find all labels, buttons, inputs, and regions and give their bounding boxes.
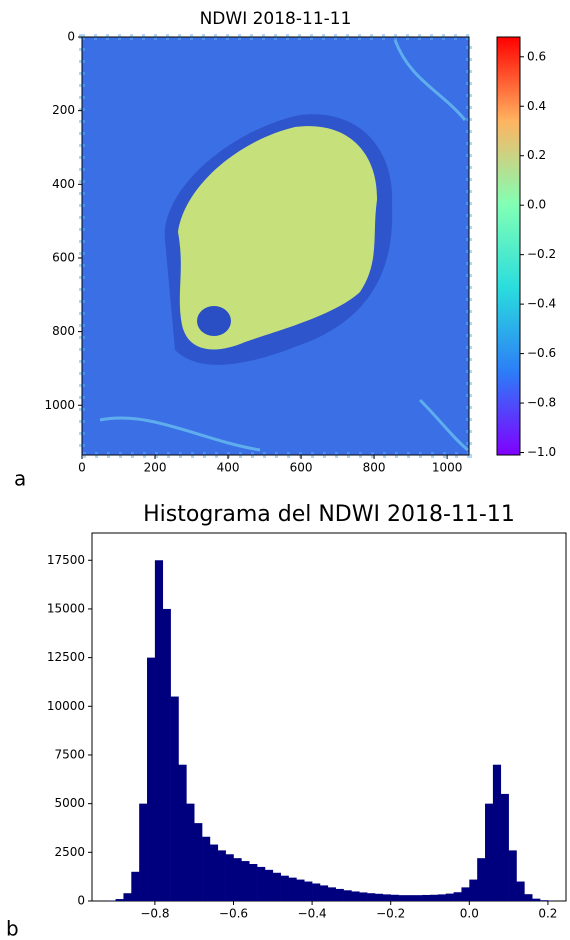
y-tick-label: 15000 bbox=[47, 601, 85, 615]
histogram-bar bbox=[359, 892, 367, 901]
histogram-bar bbox=[210, 845, 218, 901]
histogram-bar bbox=[273, 873, 281, 901]
histogram-bar bbox=[304, 882, 312, 901]
x-tick-label: 200 bbox=[144, 461, 167, 475]
histogram-bar bbox=[414, 895, 422, 901]
chart-title: NDWI 2018-11-11 bbox=[200, 9, 352, 29]
y-tick-label: 7500 bbox=[54, 747, 85, 761]
histogram-bar bbox=[501, 794, 509, 901]
histogram-bar bbox=[524, 894, 532, 901]
histogram-bar bbox=[178, 765, 186, 901]
histogram-bar bbox=[399, 895, 407, 901]
y-tick-label: 400 bbox=[52, 177, 75, 191]
histogram-bar bbox=[493, 765, 501, 901]
ndwi-image bbox=[82, 37, 520, 455]
histogram-bar bbox=[446, 894, 454, 901]
chart-title: Histograma del NDWI 2018-11-11 bbox=[143, 502, 515, 527]
histogram-bar bbox=[116, 899, 124, 901]
colorbar-tick-label: −0.4 bbox=[527, 297, 556, 311]
x-tick-label: −0.8 bbox=[140, 907, 169, 921]
y-tick-label: 10000 bbox=[47, 699, 85, 713]
colorbar-tick-label: −0.6 bbox=[527, 346, 556, 360]
colorbar-tick-label: −1.0 bbox=[527, 445, 556, 459]
histogram-bar bbox=[233, 858, 241, 901]
histogram-bar bbox=[312, 883, 320, 901]
x-tick-label: 800 bbox=[363, 461, 386, 475]
histogram-bar bbox=[139, 804, 147, 901]
histogram-bar bbox=[461, 887, 469, 901]
panel-label: b bbox=[6, 917, 19, 940]
histogram-bar bbox=[454, 892, 462, 901]
histogram-bar bbox=[171, 697, 179, 901]
colorbar-tick-label: −0.8 bbox=[527, 396, 556, 410]
histogram-bar bbox=[147, 658, 155, 901]
histogram-bar bbox=[375, 894, 383, 901]
x-tick-label: 0.0 bbox=[460, 907, 479, 921]
colorbar-tick-label: 0.0 bbox=[527, 198, 546, 212]
histogram-bar bbox=[344, 890, 352, 901]
colorbar-tick-label: 0.6 bbox=[527, 49, 546, 63]
colorbar-tick-label: 0.4 bbox=[527, 99, 546, 113]
histogram-bar bbox=[532, 899, 540, 901]
histogram-bar bbox=[249, 864, 257, 901]
histogram-bar bbox=[351, 891, 359, 901]
figure: 0200400600800100002004006008001000NDWI 2… bbox=[0, 0, 570, 940]
x-tick-label: −0.2 bbox=[376, 907, 405, 921]
histogram-bar bbox=[257, 867, 265, 901]
colorbar-tick-label: 0.2 bbox=[527, 148, 546, 162]
y-tick-label: 600 bbox=[52, 250, 75, 264]
histogram-bar bbox=[438, 894, 446, 901]
histogram-bar bbox=[296, 880, 304, 901]
y-tick-label: 0 bbox=[77, 894, 85, 908]
histogram-bar bbox=[540, 900, 548, 901]
histogram-bar bbox=[155, 560, 163, 901]
histogram-bar bbox=[320, 885, 328, 901]
histogram-bar bbox=[194, 823, 202, 901]
histogram-bar bbox=[123, 893, 131, 901]
histogram-bar bbox=[336, 889, 344, 901]
y-tick-label: 1000 bbox=[44, 398, 75, 412]
y-tick-label: 0 bbox=[67, 30, 75, 44]
histogram-bar bbox=[391, 895, 399, 901]
x-tick-label: 0.2 bbox=[538, 907, 557, 921]
colorbar bbox=[497, 37, 520, 455]
histogram-bar bbox=[422, 895, 430, 901]
histogram-bar bbox=[485, 804, 493, 901]
x-tick-label: 400 bbox=[217, 461, 240, 475]
histogram-bar bbox=[241, 861, 249, 901]
histogram-bar bbox=[383, 894, 391, 901]
histogram-bar bbox=[477, 858, 485, 901]
histogram-bar bbox=[218, 850, 226, 901]
histogram-bar bbox=[226, 854, 234, 901]
x-tick-label: −0.4 bbox=[298, 907, 327, 921]
y-tick-label: 17500 bbox=[47, 553, 85, 567]
histogram-bar bbox=[202, 837, 210, 901]
panel-label: a bbox=[14, 467, 26, 491]
y-tick-label: 5000 bbox=[54, 796, 85, 810]
histogram-bar bbox=[516, 882, 524, 901]
histogram-bar bbox=[131, 872, 139, 901]
y-tick-label: 2500 bbox=[54, 845, 85, 859]
y-tick-label: 12500 bbox=[47, 650, 85, 664]
histogram-bar bbox=[406, 895, 414, 901]
histogram-bar bbox=[430, 895, 438, 901]
histogram-bar bbox=[265, 870, 273, 901]
y-tick-label: 800 bbox=[52, 324, 75, 338]
histogram-bar bbox=[509, 850, 517, 901]
histogram-bar bbox=[163, 609, 171, 901]
x-tick-label: 0 bbox=[78, 461, 86, 475]
histogram-bar bbox=[186, 804, 194, 901]
histogram-bar bbox=[281, 876, 289, 901]
y-tick-label: 200 bbox=[52, 103, 75, 117]
histogram-bar bbox=[469, 880, 477, 901]
colorbar-tick-label: −0.2 bbox=[527, 247, 556, 261]
x-tick-label: −0.6 bbox=[219, 907, 248, 921]
histogram-bar bbox=[367, 893, 375, 901]
histogram-bar bbox=[328, 887, 336, 901]
x-tick-label: 600 bbox=[290, 461, 313, 475]
histogram-bar bbox=[289, 878, 297, 901]
x-tick-label: 1000 bbox=[432, 461, 463, 475]
small-lake bbox=[197, 306, 231, 336]
